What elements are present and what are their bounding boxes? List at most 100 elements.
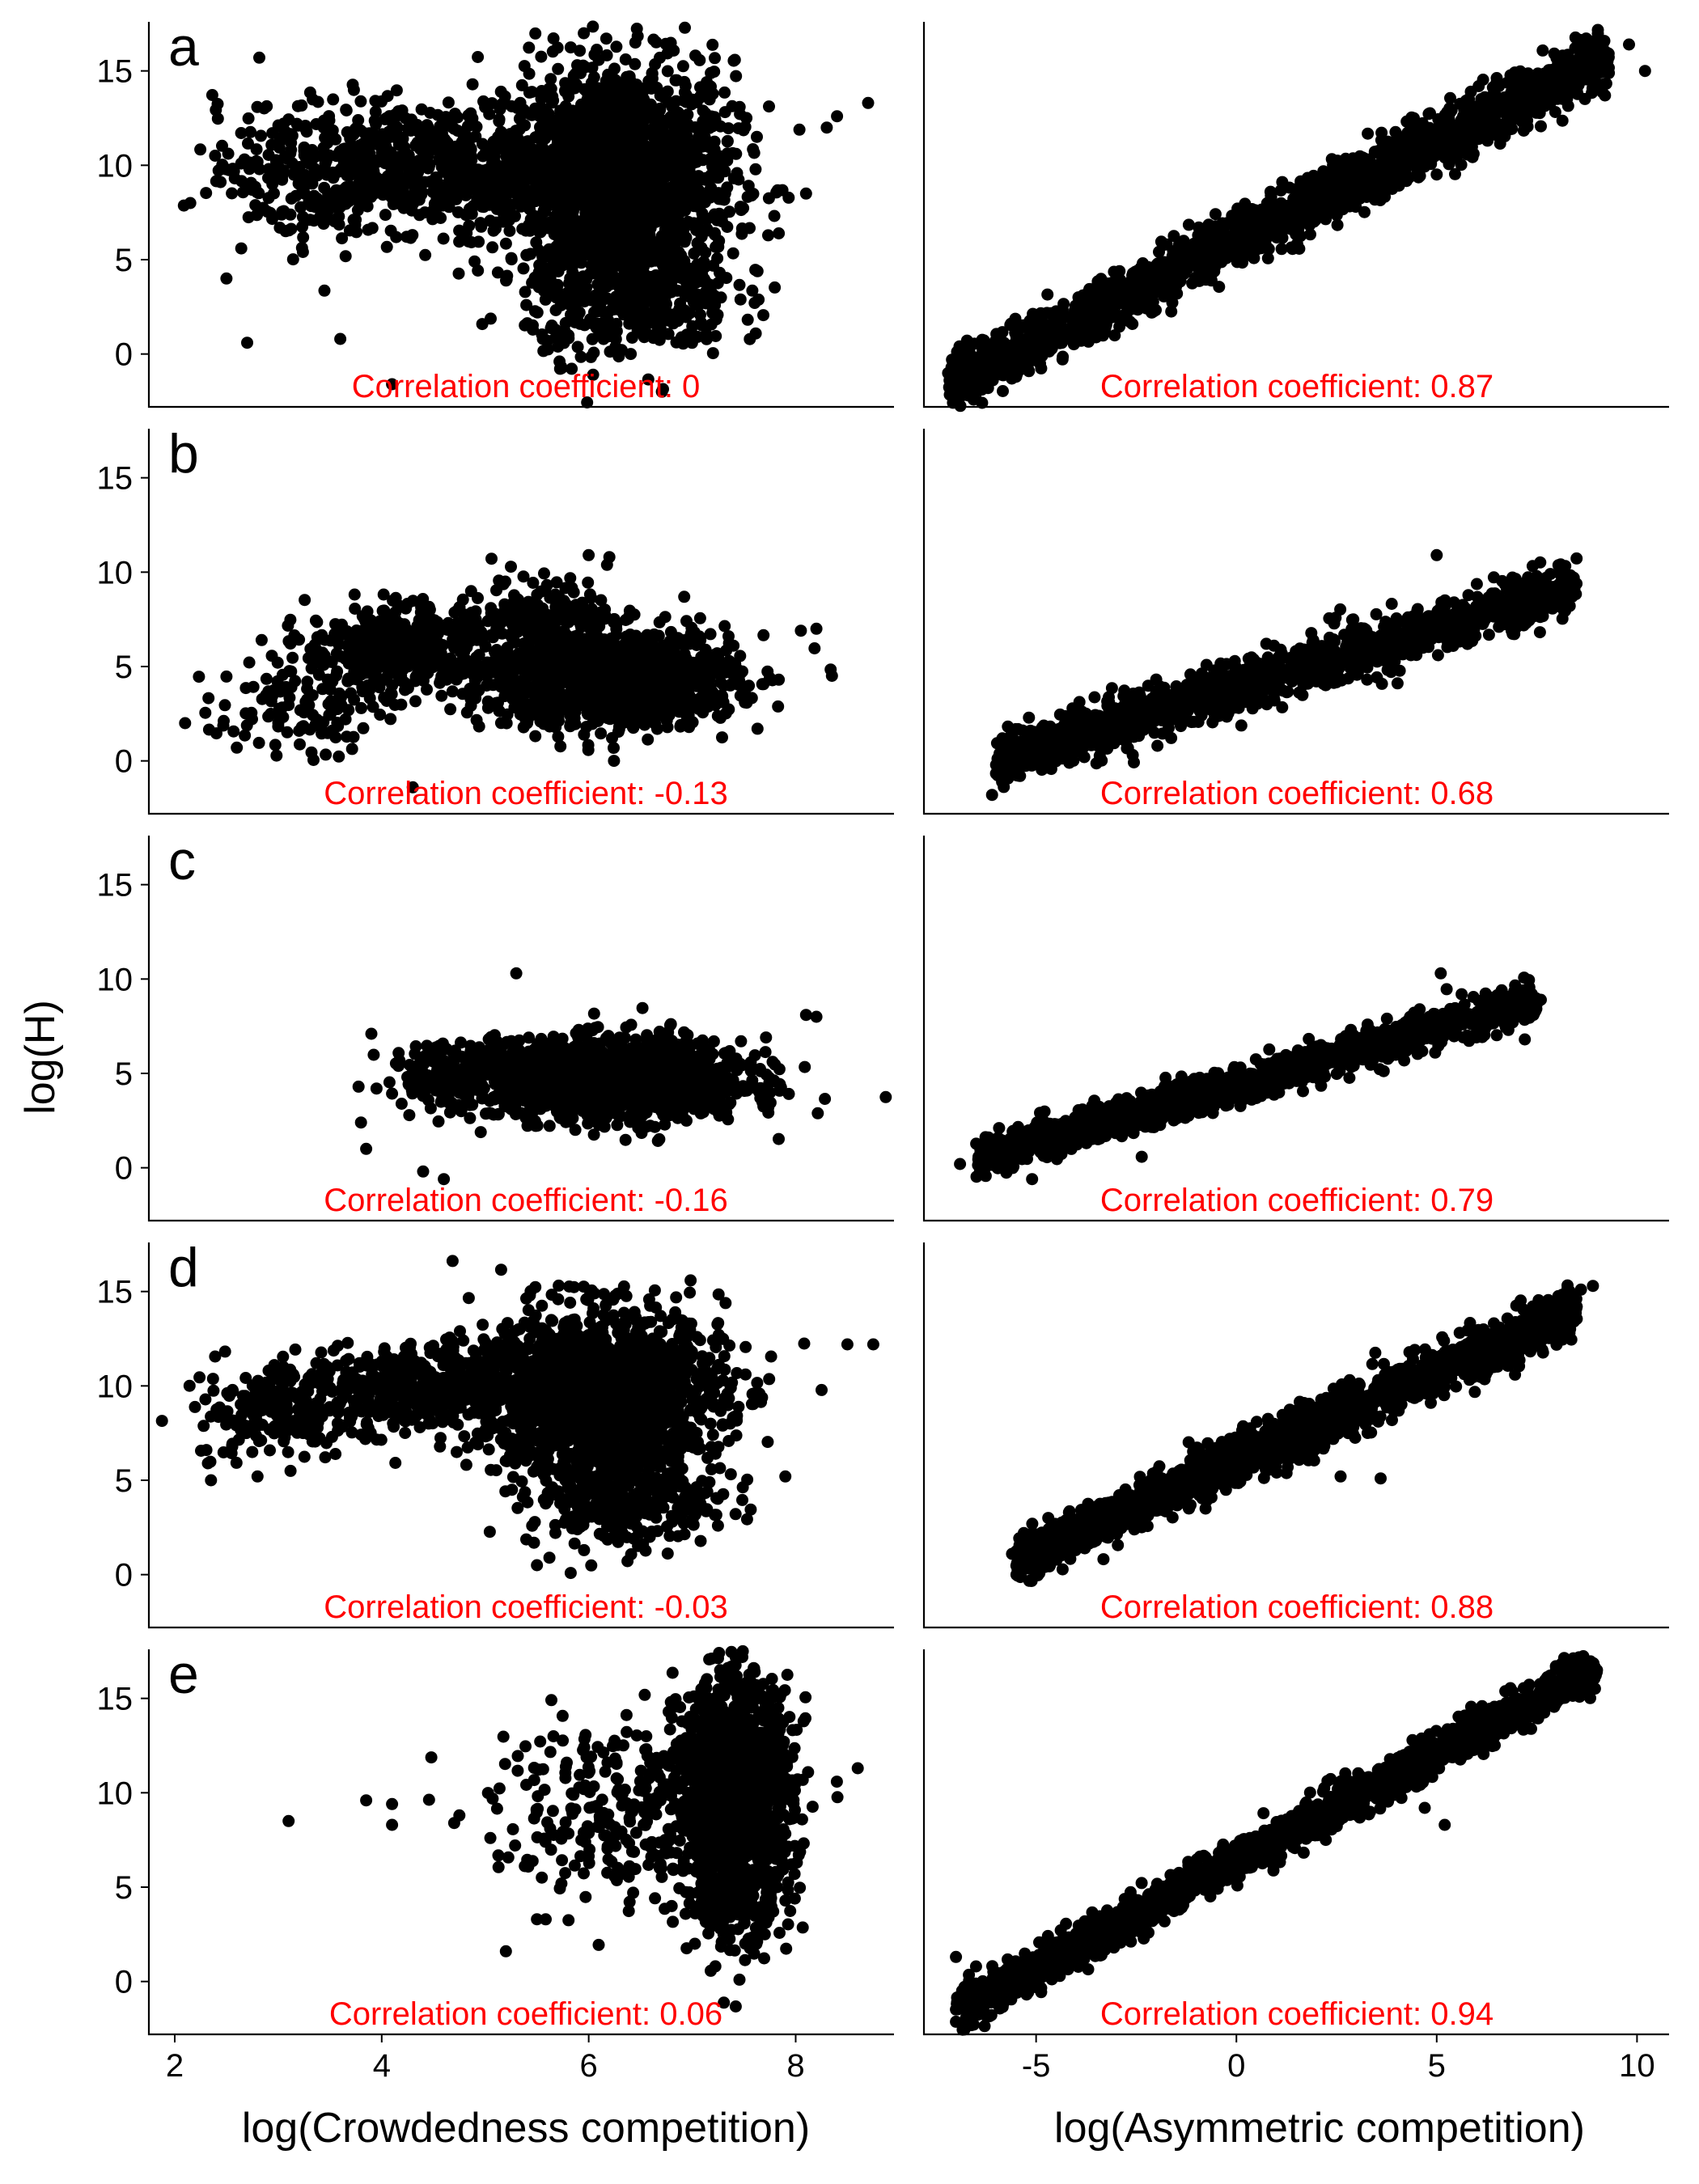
data-point	[942, 366, 955, 379]
data-point	[721, 135, 734, 148]
data-point	[519, 319, 532, 332]
data-point	[718, 86, 731, 99]
data-point	[255, 129, 267, 142]
data-point	[1238, 223, 1250, 236]
data-point	[486, 241, 499, 254]
data-point	[1543, 73, 1556, 86]
data-point	[241, 336, 253, 349]
data-point	[768, 210, 781, 222]
data-point	[669, 177, 682, 190]
data-point	[554, 112, 567, 125]
data-point	[533, 226, 546, 239]
data-point	[537, 204, 550, 217]
data-point	[318, 114, 330, 127]
data-point	[1438, 123, 1451, 136]
data-point	[545, 320, 558, 332]
data-point	[372, 135, 384, 148]
data-point	[714, 266, 726, 279]
data-point	[734, 293, 747, 306]
data-point	[544, 73, 557, 86]
data-point	[711, 252, 724, 265]
data-point	[1032, 348, 1045, 361]
data-point	[1586, 82, 1599, 95]
data-point	[645, 255, 658, 268]
data-point	[746, 284, 759, 297]
data-point	[663, 196, 676, 209]
data-point	[1371, 173, 1384, 186]
data-point	[663, 284, 676, 297]
data-point	[674, 297, 687, 310]
data-point	[776, 184, 789, 197]
data-point	[646, 72, 659, 85]
data-point	[479, 100, 492, 113]
data-point	[369, 105, 382, 118]
data-point	[608, 755, 621, 768]
data-point	[683, 160, 695, 173]
data-point	[696, 268, 709, 281]
data-point	[672, 246, 685, 259]
data-point	[1089, 290, 1102, 303]
data-point	[329, 133, 342, 146]
data-point	[739, 121, 752, 133]
data-point	[708, 135, 721, 148]
data-point	[494, 85, 507, 98]
data-point	[621, 272, 634, 285]
data-point	[1472, 80, 1485, 92]
data-point	[630, 23, 643, 35]
data-point	[1159, 278, 1172, 291]
data-point	[1494, 98, 1506, 111]
data-point	[256, 201, 269, 214]
data-point	[1173, 242, 1186, 255]
data-point	[513, 193, 526, 206]
data-point	[568, 82, 581, 95]
data-point	[1231, 256, 1244, 269]
data-point	[216, 139, 228, 152]
data-point	[278, 205, 290, 218]
data-point	[519, 286, 532, 298]
data-point	[677, 94, 690, 107]
data-point	[1120, 294, 1133, 307]
data-point	[649, 205, 662, 217]
data-point	[635, 91, 648, 104]
data-point	[553, 139, 566, 151]
data-point	[1345, 161, 1358, 174]
data-point	[501, 142, 514, 155]
data-point	[587, 20, 600, 33]
data-point	[1374, 194, 1387, 206]
data-point	[607, 86, 620, 99]
data-point	[1535, 120, 1547, 133]
data-point	[1043, 321, 1056, 334]
data-point	[584, 143, 596, 156]
data-point	[1571, 87, 1584, 100]
data-point	[1202, 241, 1215, 254]
data-point	[733, 278, 746, 291]
data-point	[727, 54, 740, 67]
data-point	[1501, 76, 1514, 89]
data-point	[296, 220, 309, 233]
data-point	[298, 141, 311, 154]
data-point	[650, 120, 663, 133]
data-point	[394, 152, 407, 165]
data-point	[452, 267, 465, 280]
data-point	[362, 223, 375, 236]
data-point	[658, 89, 671, 101]
data-point	[413, 193, 426, 206]
data-point	[537, 345, 550, 358]
data-point	[476, 318, 489, 331]
data-point	[1327, 159, 1340, 171]
data-point	[442, 96, 455, 109]
data-point	[1095, 303, 1108, 316]
data-point	[340, 104, 353, 116]
data-point	[1522, 78, 1535, 91]
data-point	[605, 212, 618, 225]
data-point	[744, 332, 756, 345]
data-point	[688, 247, 701, 260]
data-point	[634, 124, 647, 137]
data-point	[535, 50, 548, 63]
data-point	[242, 137, 254, 150]
data-point	[590, 321, 603, 334]
data-point	[1209, 260, 1222, 273]
data-point	[300, 125, 313, 138]
points-layer	[155, 20, 1651, 2036]
data-point	[426, 185, 439, 198]
